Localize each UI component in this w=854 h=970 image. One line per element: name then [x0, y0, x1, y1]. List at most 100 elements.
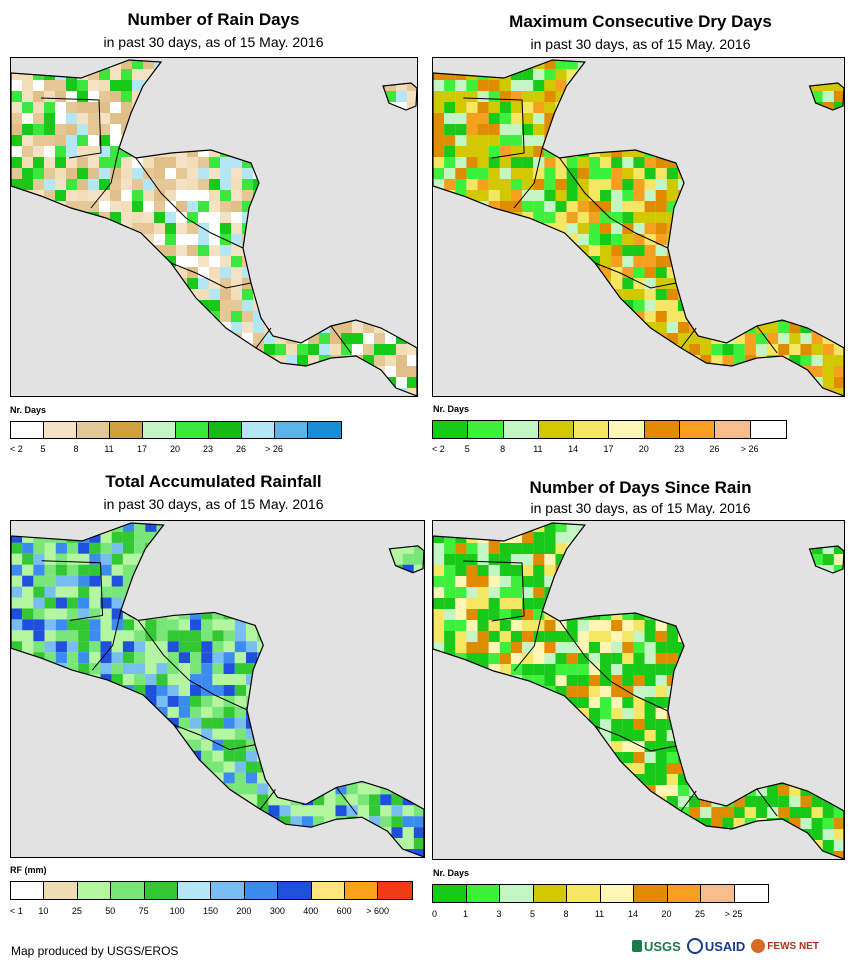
coastline [388, 545, 424, 574]
map-svg [433, 521, 844, 859]
legend-swatch [500, 885, 534, 902]
panel-subtitle: in past 30 days, as of 15 May. 2016 [103, 34, 324, 50]
country-border [135, 157, 187, 219]
map-rainfall [10, 520, 425, 858]
legend-swatch [77, 422, 110, 438]
coastline [808, 545, 844, 574]
country-border [594, 262, 677, 289]
legend-label: 11 [594, 909, 605, 919]
country-border [609, 217, 669, 249]
legend-label: < 2 [432, 444, 445, 454]
map-svg [433, 58, 844, 396]
legend-bar [10, 881, 413, 900]
country-border [137, 620, 190, 681]
coastline [433, 59, 844, 396]
panel-subtitle: in past 30 days, as of 15 May. 2016 [103, 496, 324, 512]
country-border [513, 610, 543, 672]
legend-swatch [538, 421, 575, 438]
legend-swatch [143, 422, 176, 438]
legend-swatch [701, 885, 735, 902]
legend-swatch [308, 422, 341, 438]
country-border [90, 147, 120, 209]
legend-bar [10, 421, 342, 439]
legend-label: > 26 [265, 444, 283, 454]
legend-label: 8 [73, 444, 79, 454]
legend-swatch [715, 421, 751, 438]
coastline [382, 82, 417, 111]
country-border [559, 620, 611, 682]
legend-label: 20 [661, 909, 672, 919]
usgs-logo-text: USGS [644, 938, 681, 954]
legend-label: 5 [529, 909, 536, 919]
legend-label: 26 [235, 444, 247, 454]
legend-label: 150 [202, 906, 219, 916]
panel-title: Total Accumulated Rainfall [105, 472, 322, 491]
country-border [463, 97, 525, 159]
coastline [808, 82, 844, 111]
panel-rain-days: Number of Rain Days in past 30 days, as … [0, 0, 427, 470]
legend-swatch [242, 422, 275, 438]
legend-label: 25 [71, 906, 82, 916]
usgs-logo: USGS [632, 939, 681, 954]
legend-labels: 0 1 3 5 8 11 14 20 25 > 25 [432, 909, 767, 921]
legend-swatch [468, 421, 504, 438]
legend-swatch [644, 421, 681, 438]
legend-label: 5 [40, 444, 46, 454]
legend-label: 11 [104, 444, 114, 454]
legend-label: 17 [136, 444, 148, 454]
country-border [188, 679, 248, 711]
legend-title: Nr. Days [433, 404, 470, 414]
legend-swatch [144, 882, 179, 899]
legend-label: 14 [568, 444, 579, 454]
legend-swatch [209, 422, 242, 438]
map-dry-days [432, 57, 845, 397]
legend-swatch [311, 882, 346, 899]
legend-swatch [211, 882, 245, 899]
legend-swatch [609, 421, 645, 438]
legend-label: 11 [533, 444, 543, 454]
country-border [170, 262, 252, 289]
legend-swatch [433, 421, 469, 438]
country-border [594, 725, 677, 752]
legend-swatch [634, 885, 668, 902]
legend-swatch [110, 422, 143, 438]
legend-label: 26 [709, 444, 720, 454]
panel-subtitle: in past 30 days, as of 15 May. 2016 [530, 36, 751, 52]
legend-swatch [750, 421, 786, 438]
country-border [185, 217, 244, 249]
legend-bar [432, 884, 769, 903]
legend-label: 5 [464, 444, 470, 454]
legend-swatch [111, 882, 145, 899]
country-border [40, 97, 102, 159]
legend-labels: < 1 10 25 50 75 100 150 200 300 400 600 > 600 [10, 906, 411, 918]
legend-title: RF (mm) [10, 865, 47, 875]
legend-swatch [278, 882, 312, 899]
country-border [756, 788, 778, 817]
legend-swatch [567, 885, 601, 902]
country-border [41, 560, 104, 621]
legend-label: > 26 [740, 444, 759, 454]
legend-label: 600 [336, 906, 352, 916]
legend-swatch [734, 885, 768, 902]
panel-dry-days: Maximum Consecutive Dry Days in past 30 … [427, 0, 854, 470]
legend-swatch [667, 885, 701, 902]
legend-label: 25 [694, 909, 706, 919]
legend-swatch [600, 885, 634, 902]
legend-swatch [378, 882, 412, 899]
usaid-logo: USAID [686, 938, 746, 954]
legend-title: Nr. Days [10, 405, 47, 415]
legend-label: 8 [500, 444, 506, 454]
legend-swatch [11, 882, 45, 899]
legend-label: 20 [169, 444, 181, 454]
fewsnet-mark-icon [751, 939, 766, 953]
country-border [559, 157, 611, 219]
coastline [11, 522, 424, 857]
legend-swatch [574, 421, 610, 438]
usaid-logo-text: USAID [704, 938, 746, 954]
legend-label: < 1 [10, 906, 23, 916]
legend-swatch [533, 885, 567, 902]
footer-credit: Map produced by USGS/EROS [11, 944, 179, 958]
legend-swatch [244, 882, 279, 899]
coastline [11, 59, 417, 396]
legend-swatch [11, 422, 44, 438]
